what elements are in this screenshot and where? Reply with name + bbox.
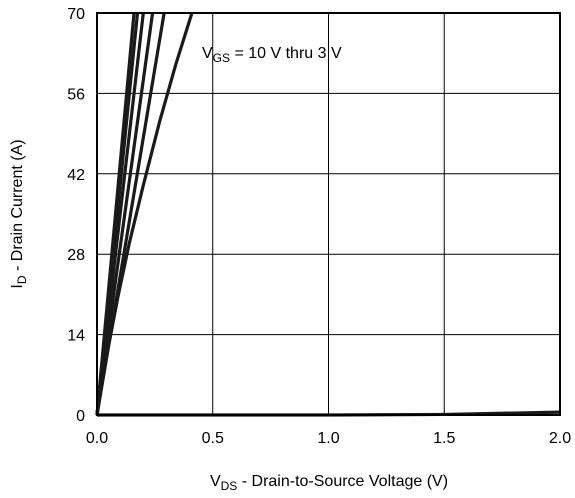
y-axis-title-main: I bbox=[9, 284, 26, 288]
x-axis-title-subscript: DS bbox=[221, 479, 238, 493]
y-tick-label: 42 bbox=[67, 167, 85, 184]
y-tick-label: 28 bbox=[67, 247, 85, 264]
x-tick-label: 2.0 bbox=[549, 430, 571, 447]
y-axis-title: ID - Drain Current (A) bbox=[9, 139, 29, 288]
x-axis-title-main: V bbox=[210, 473, 221, 490]
annotation-main: V bbox=[202, 45, 213, 62]
x-axis-title-rest: - Drain-to-Source Voltage (V) bbox=[237, 473, 448, 490]
y-tick-labels: 0 14 28 42 56 70 bbox=[67, 6, 85, 425]
x-tick-label: 1.5 bbox=[433, 430, 455, 447]
y-axis-title-rest: - Drain Current (A) bbox=[9, 139, 26, 275]
y-tick-label: 56 bbox=[67, 86, 85, 103]
y-tick-label: 70 bbox=[67, 6, 85, 23]
plot-frame bbox=[96, 12, 561, 416]
annotation-subscript: GS bbox=[213, 51, 230, 65]
x-tick-label: 1.0 bbox=[317, 430, 339, 447]
x-tick-label: 0.0 bbox=[86, 430, 108, 447]
y-tick-label: 14 bbox=[67, 328, 85, 345]
grid-lines bbox=[96, 12, 561, 416]
y-tick-label: 0 bbox=[76, 408, 85, 425]
x-tick-label: 0.5 bbox=[202, 430, 224, 447]
vgs-annotation: VGS = 10 V thru 3 V bbox=[202, 45, 342, 65]
y-axis-title-subscript: D bbox=[15, 275, 29, 284]
series-line-3 bbox=[95, 12, 155, 416]
x-axis-title: VDS - Drain-to-Source Voltage (V) bbox=[210, 473, 448, 493]
x-tick-labels: 0.0 0.5 1.0 1.5 2.0 bbox=[86, 430, 571, 447]
annotation-rest: = 10 V thru 3 V bbox=[230, 45, 342, 62]
series-line-5 bbox=[95, 12, 194, 416]
